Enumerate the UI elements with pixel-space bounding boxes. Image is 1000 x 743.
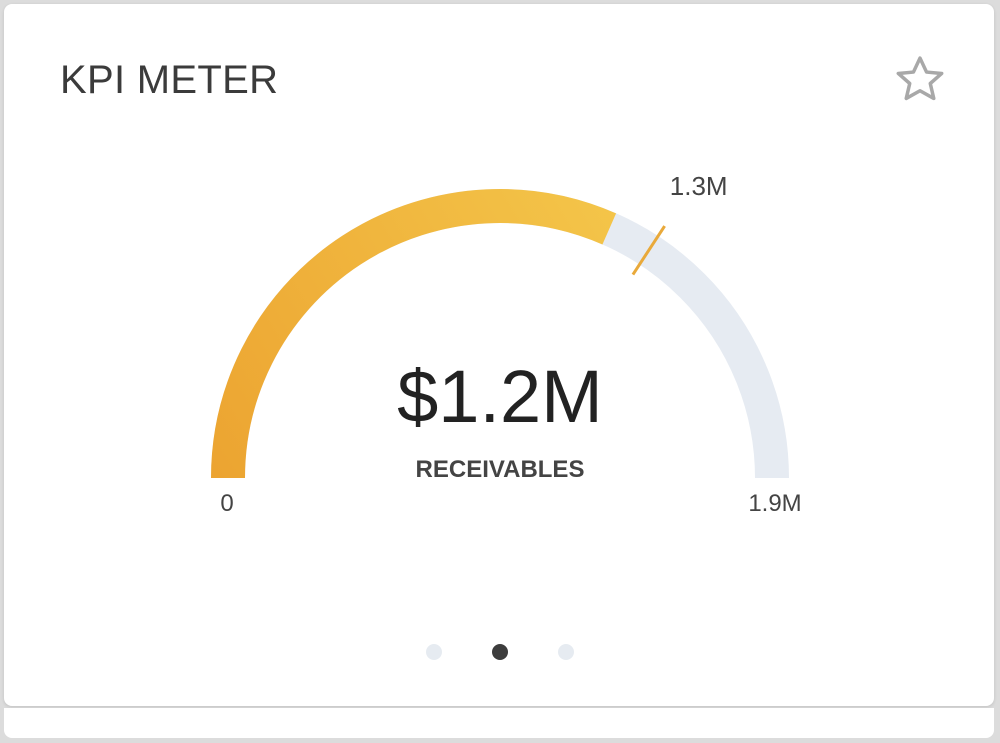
card-title: KPI METER — [60, 58, 279, 102]
gauge-fill — [211, 189, 617, 479]
star-icon[interactable] — [892, 52, 948, 108]
gauge-target-label: 1.3M — [670, 171, 728, 201]
gauge-target-marker — [631, 225, 666, 276]
card-footer — [4, 708, 994, 738]
pager-dot-1[interactable] — [426, 644, 442, 660]
gauge-max-label: 1.9M — [748, 490, 801, 517]
gauge-kpi-label: RECEIVABLES — [416, 456, 585, 483]
carousel-pager — [420, 640, 580, 664]
kpi-card: KPI METER — [4, 4, 994, 706]
gauge-min-label: 0 — [220, 490, 233, 517]
pager-dot-2[interactable] — [492, 644, 508, 660]
gauge-value: $1.2M — [397, 355, 603, 438]
pager-dot-3[interactable] — [558, 644, 574, 660]
